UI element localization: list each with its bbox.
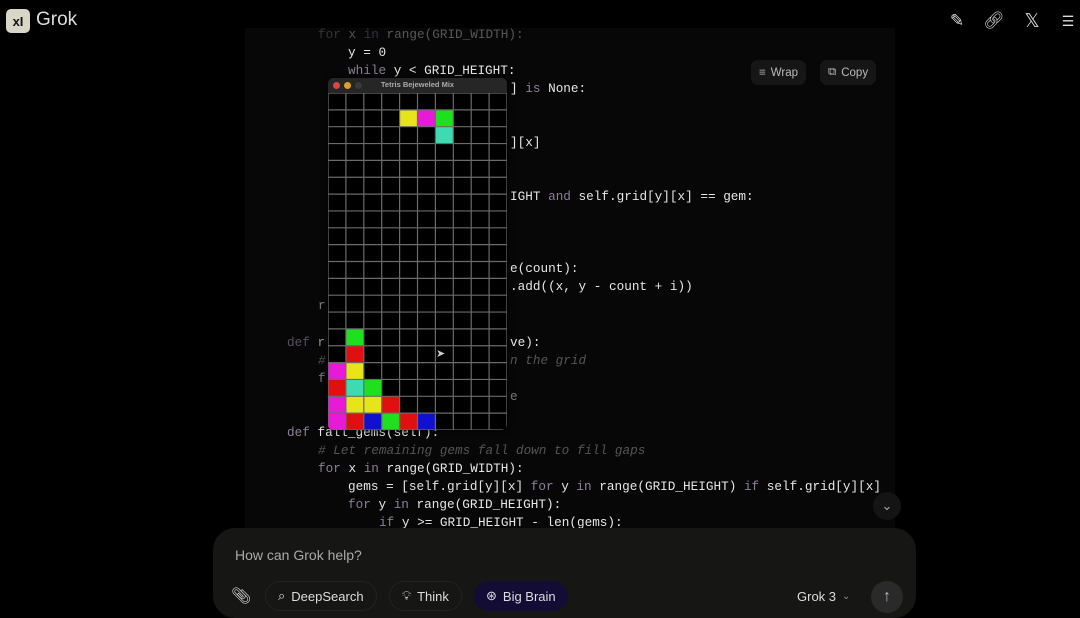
gem-block bbox=[435, 109, 454, 127]
link-icon[interactable]: 🔗︎ bbox=[983, 11, 1005, 30]
gem-block bbox=[345, 345, 364, 363]
game-window[interactable]: Tetris Bejeweled Mix bbox=[328, 78, 507, 430]
minimize-window-button[interactable] bbox=[344, 82, 351, 89]
mouse-cursor-icon: ➤ bbox=[436, 348, 446, 360]
close-window-button[interactable] bbox=[333, 82, 340, 89]
gem-block bbox=[345, 413, 364, 430]
window-titlebar[interactable]: Tetris Bejeweled Mix bbox=[328, 78, 507, 93]
zoom-window-button[interactable] bbox=[355, 82, 362, 89]
paperclip-icon: 📎︎ bbox=[231, 588, 252, 605]
gem-block bbox=[435, 126, 454, 144]
deepsearch-label: DeepSearch bbox=[291, 588, 364, 604]
code-line: e(count): bbox=[510, 261, 579, 276]
gem-block bbox=[363, 413, 382, 430]
scroll-down-button[interactable]: ⌄ bbox=[873, 492, 901, 520]
chevron-down-icon: ⌄ bbox=[842, 590, 851, 602]
code-line: for x in range(GRID_WIDTH): bbox=[318, 461, 524, 476]
gem-block bbox=[417, 413, 436, 430]
arrow-up-icon: ↑ bbox=[883, 588, 891, 605]
gem-block bbox=[345, 396, 364, 414]
code-comment: # bbox=[318, 353, 326, 368]
code-line: while y < GRID_HEIGHT: bbox=[348, 63, 516, 78]
window-title: Tetris Bejeweled Mix bbox=[380, 80, 455, 89]
code-line: if y >= GRID_HEIGHT - len(gems): bbox=[379, 515, 623, 530]
code-line: IGHT and self.grid[y][x] == gem: bbox=[510, 189, 754, 204]
model-selector[interactable]: Grok 3 ⌄ bbox=[785, 581, 862, 611]
code-line: e bbox=[510, 389, 518, 404]
gem-block bbox=[328, 413, 346, 430]
gem-block bbox=[399, 413, 418, 430]
edit-icon[interactable]: ✎ bbox=[949, 11, 965, 30]
code-comment: n the grid bbox=[510, 353, 587, 368]
code-line: ] is None: bbox=[510, 81, 587, 96]
composer: How can Grok help? 📎︎ ⌕ DeepSearch 💡︎ Th… bbox=[213, 528, 916, 618]
search-icon: ⌕ bbox=[278, 588, 286, 603]
code-line: r bbox=[318, 298, 326, 313]
code-line: def r bbox=[287, 335, 326, 350]
game-board[interactable] bbox=[328, 93, 507, 430]
code-line: .add((x, y - count + i)) bbox=[510, 279, 693, 294]
big-brain-label: Big Brain bbox=[502, 588, 556, 604]
think-label: Think bbox=[417, 588, 449, 604]
grok-logo[interactable]: xI bbox=[6, 9, 30, 33]
gem-block bbox=[381, 413, 400, 430]
send-button[interactable]: ↑ bbox=[871, 581, 903, 613]
brain-icon: ⊛ bbox=[486, 588, 497, 603]
gem-block bbox=[363, 379, 382, 397]
code-line: for y in range(GRID_HEIGHT): bbox=[348, 497, 562, 512]
code-comment: # Let remaining gems fall down to fill g… bbox=[318, 443, 646, 458]
code-line: f bbox=[318, 371, 326, 386]
gem-block bbox=[345, 379, 364, 397]
top-bar: xI Grok ✎ 🔗︎ 𝕏 ☰ bbox=[0, 0, 1080, 42]
gem-block bbox=[417, 109, 436, 127]
gem-block bbox=[328, 396, 346, 414]
prompt-input[interactable]: How can Grok help? bbox=[235, 547, 362, 563]
history-icon[interactable]: ☰ bbox=[1061, 12, 1075, 29]
attach-button[interactable]: 📎︎ bbox=[223, 581, 259, 611]
code-line: y = 0 bbox=[348, 45, 387, 60]
think-button[interactable]: 💡︎ Think bbox=[389, 581, 462, 611]
deepsearch-button[interactable]: ⌕ DeepSearch bbox=[265, 581, 377, 611]
code-line: gems = [self.grid[y][x] for y in range(G… bbox=[348, 479, 881, 494]
big-brain-button[interactable]: ⊛ Big Brain bbox=[474, 581, 568, 611]
x-logo-icon[interactable]: 𝕏 bbox=[1024, 10, 1040, 32]
wrap-icon: ≡ bbox=[759, 66, 766, 79]
copy-button[interactable]: ⧉ Copy bbox=[820, 60, 877, 85]
code-line: for x in range(GRID_WIDTH): bbox=[318, 27, 524, 42]
gem-block bbox=[328, 362, 346, 380]
wrap-label: Wrap bbox=[770, 66, 798, 79]
copy-label: Copy bbox=[841, 66, 869, 79]
copy-icon: ⧉ bbox=[828, 66, 837, 78]
gem-block bbox=[345, 328, 364, 346]
gem-block bbox=[399, 109, 418, 127]
brand-name: Grok bbox=[36, 9, 78, 30]
gem-block bbox=[363, 396, 382, 414]
gem-block bbox=[328, 379, 346, 397]
code-line: ve): bbox=[510, 335, 541, 350]
lightbulb-icon: 💡︎ bbox=[402, 588, 412, 603]
wrap-button[interactable]: ≡ Wrap bbox=[751, 60, 806, 85]
code-line: ][x] bbox=[510, 135, 541, 150]
gem-block bbox=[381, 396, 400, 414]
chevron-down-icon: ⌄ bbox=[881, 498, 893, 513]
gem-block bbox=[345, 362, 364, 380]
model-label: Grok 3 bbox=[797, 588, 837, 604]
